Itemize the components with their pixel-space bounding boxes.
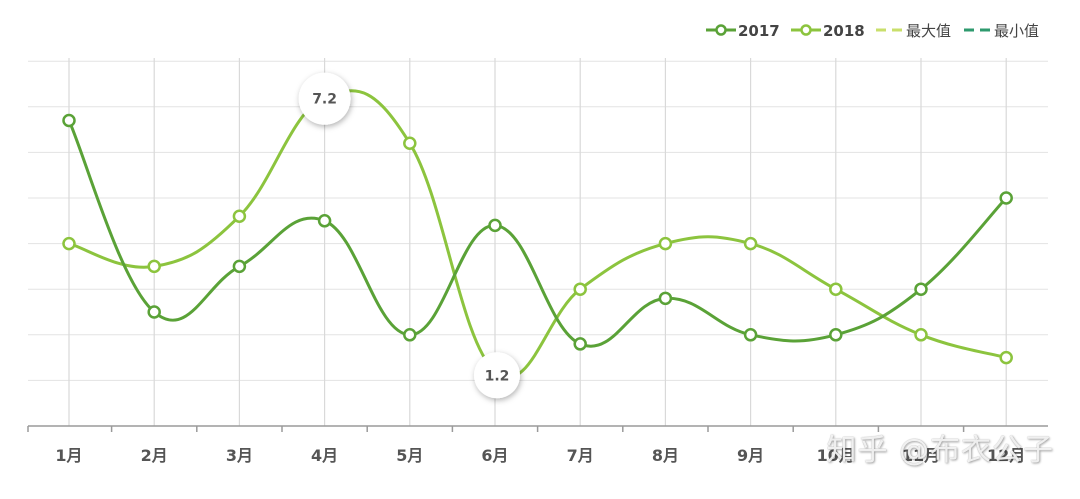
series-2017: [62, 113, 1013, 351]
data-point: [829, 282, 843, 296]
data-point: [488, 218, 502, 233]
x-tick-label: 7月: [567, 446, 594, 465]
legend-item: 最小值: [964, 22, 1039, 40]
legend-label: 2018: [823, 22, 865, 40]
series-2018: [62, 89, 1013, 379]
legend: 2017 2018 最大值 最小值: [706, 22, 1039, 40]
x-axis: 1月 2月 3月 4月 5月 6月 7月 8月 9月 10月 11月 12月: [27, 425, 1048, 465]
callout-bubble: [474, 352, 520, 399]
data-point: [147, 259, 161, 274]
data-point: [829, 328, 843, 342]
data-point: [62, 113, 76, 128]
data-point: [232, 259, 247, 274]
data-point: [573, 337, 587, 351]
x-tick-label: 9月: [737, 446, 764, 465]
x-tick-label: 4月: [311, 446, 338, 465]
x-tick-label: 12月: [987, 446, 1025, 465]
legend-label: 最大值: [906, 22, 951, 40]
grid-lines: [28, 58, 1048, 426]
data-point: [317, 214, 332, 228]
callout-label: 1.2: [485, 368, 510, 384]
legend-item: 2017: [706, 22, 780, 40]
series-line-2017: [67, 119, 1008, 348]
data-point: [743, 236, 758, 251]
data-point: [147, 305, 161, 319]
series-layer: [62, 89, 1013, 379]
data-point: [403, 136, 417, 151]
data-point: [743, 328, 758, 342]
data-point: [232, 209, 247, 223]
legend-label: 最小值: [994, 22, 1039, 40]
x-tick-label: 11月: [902, 446, 940, 465]
data-point: [573, 282, 587, 296]
callout-min: 1.2: [474, 352, 520, 399]
x-tick-label: 10月: [817, 446, 855, 465]
x-tick-label: 1月: [55, 446, 82, 465]
legend-item: 2018: [791, 22, 865, 40]
data-point: [999, 191, 1013, 205]
legend-marker: [800, 24, 812, 36]
data-point: [403, 328, 417, 342]
data-point: [658, 236, 673, 251]
data-point: [999, 350, 1013, 365]
legend-label: 2017: [738, 22, 780, 40]
data-point: [914, 282, 928, 296]
callout-label: 7.2: [312, 92, 337, 108]
series-line-2018: [68, 89, 1007, 379]
x-tick-label: 6月: [481, 446, 508, 465]
x-tick-label: 8月: [652, 446, 679, 465]
data-point: [914, 328, 928, 342]
callout-bubble: [298, 72, 351, 125]
x-tick-label: 3月: [226, 446, 253, 465]
x-tick-label: 2月: [141, 446, 168, 465]
callout-max: 7.2: [298, 72, 351, 125]
x-tick-label: 5月: [396, 446, 423, 465]
data-point: [62, 236, 76, 251]
watermark: 知乎 @布衣公子: [826, 433, 1054, 468]
legend-marker: [715, 24, 727, 36]
legend-item: 最大值: [876, 22, 951, 40]
callouts: 7.2 1.2: [298, 72, 520, 399]
data-point: [658, 291, 673, 306]
